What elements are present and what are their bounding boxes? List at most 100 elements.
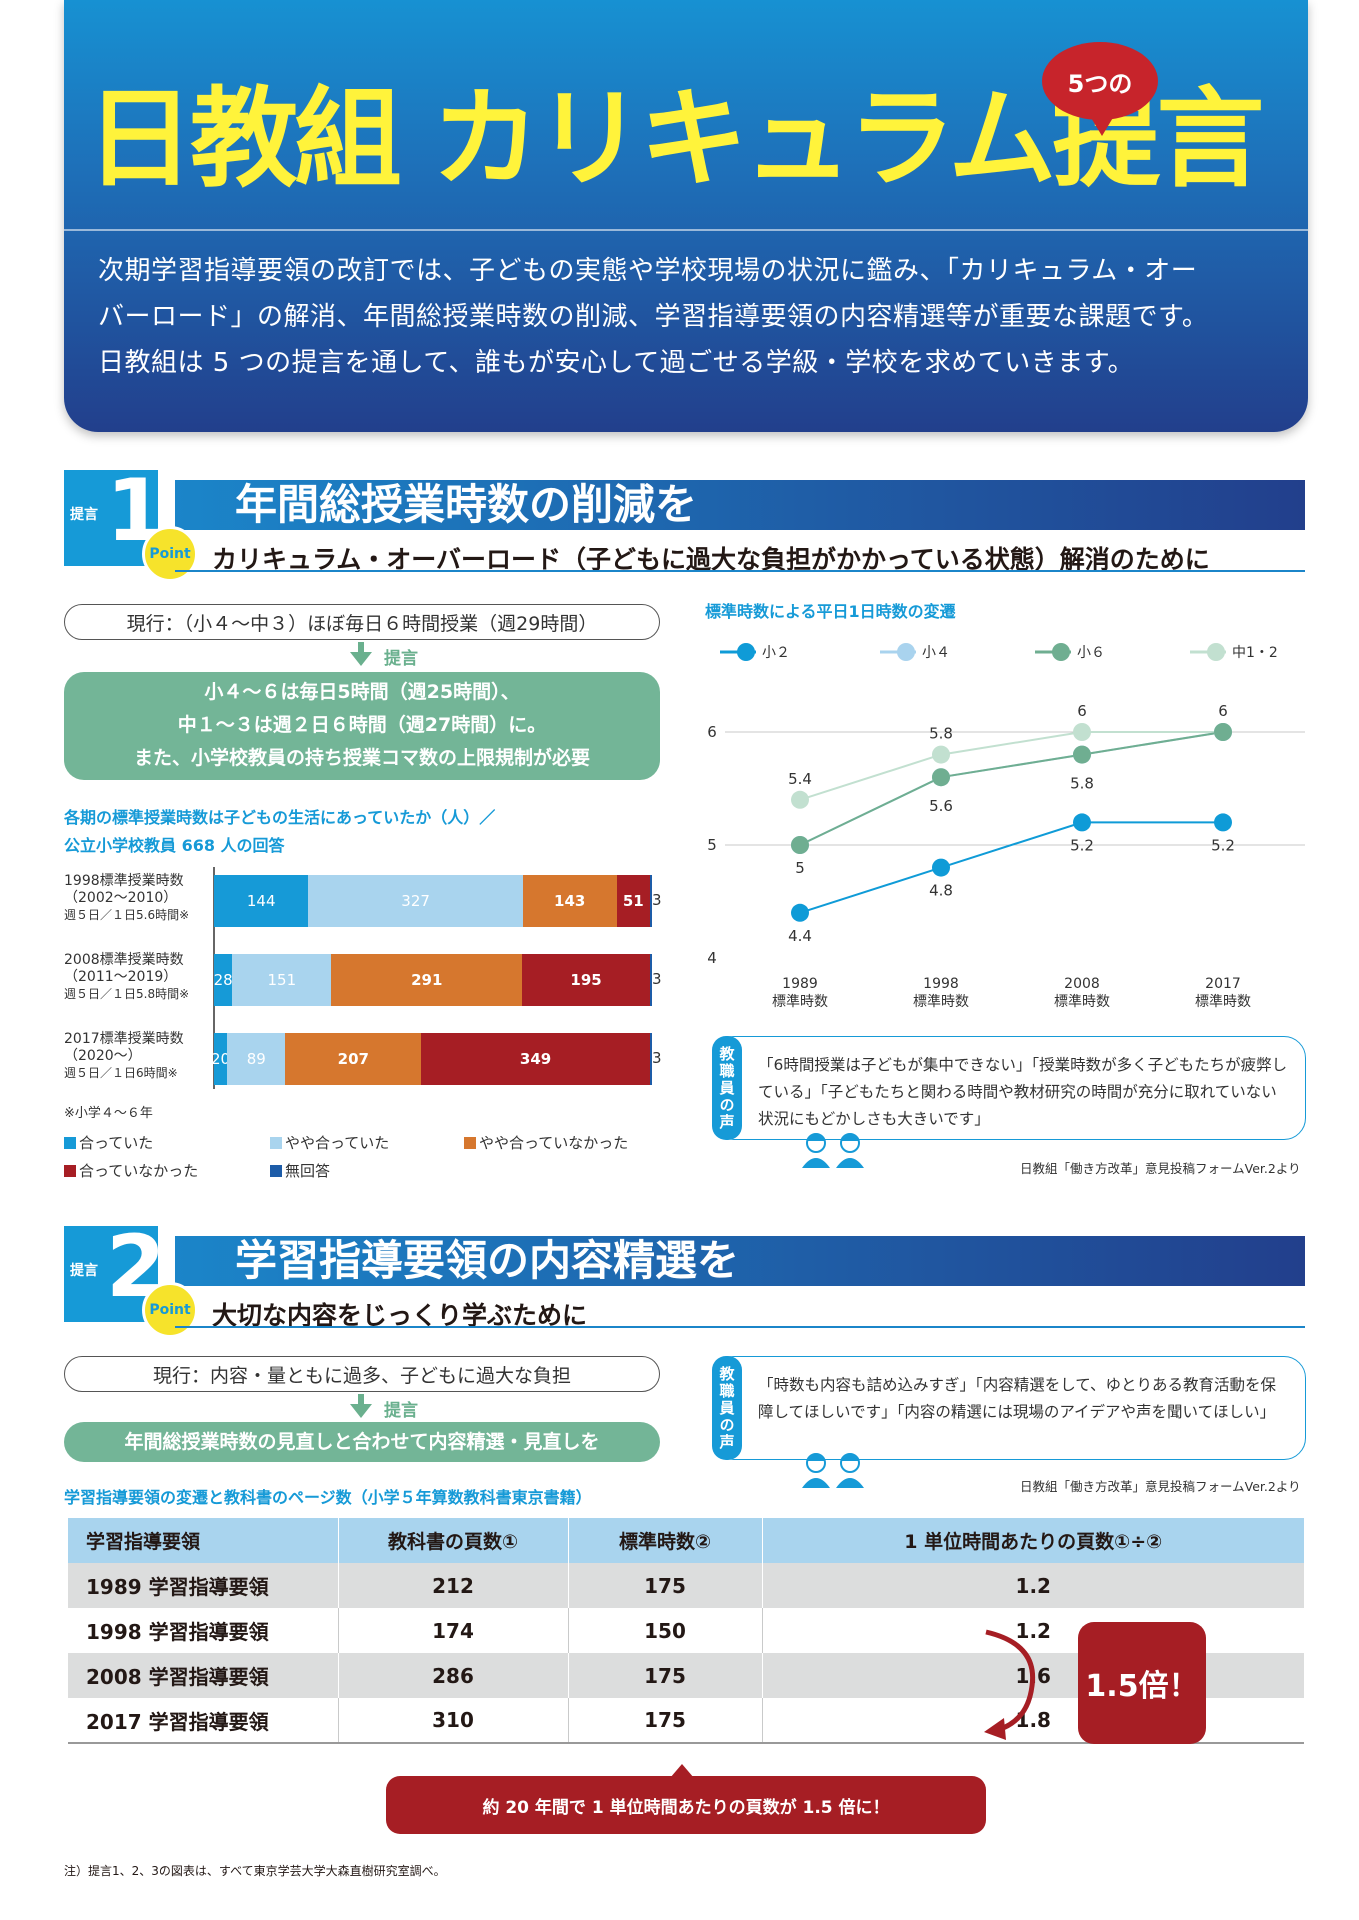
row-label-hours: 週５日／１日5.6時間※: [64, 908, 190, 922]
bar-segment: 143: [522, 875, 617, 927]
data-label: 5.4: [788, 770, 812, 788]
section1-badge: 提言 1: [64, 468, 166, 566]
people-icon: [802, 1453, 864, 1488]
section-underline: [175, 570, 1305, 572]
curved-arrow-icon: [984, 1629, 1036, 1740]
bar-row-label: 1998標準授業時数 （2002～2010） 週５日／１日5.6時間※: [64, 873, 189, 924]
bar-segment: 195: [522, 954, 650, 1006]
row-label-title: 2017標準授業時数: [64, 1031, 184, 1047]
header-banner: 日教組 カリキュラム提言 5つの 次期学習指導要領の改訂では、子どもの実態や学校…: [64, 0, 1308, 432]
bar-segment: 207: [285, 1033, 422, 1085]
row-label-title: 1998標準授業時数: [64, 873, 184, 889]
voice-source: 日教組「働き方改革」意見投稿フォームVer.2より: [1020, 1161, 1301, 1176]
series-line: [799, 821, 1223, 914]
legend-label: 中1・2: [1232, 645, 1278, 661]
header-divider: [64, 229, 1308, 231]
x-tick-label: 1998: [923, 976, 959, 992]
bottom-banner: 約 20 年間で 1 単位時間あたりの頁数が 1.5 倍に！: [386, 1776, 986, 1834]
series-line: [799, 731, 1224, 846]
table-cell: 2008 学習指導要領: [68, 1653, 338, 1698]
point-badge: Point: [142, 526, 198, 582]
people-icon: [802, 1133, 864, 1168]
legend-item: 無回答: [270, 1160, 330, 1181]
y-tick-label: 5: [707, 836, 717, 854]
y-tick-label: 4: [707, 949, 717, 967]
section-underline: [175, 1326, 1305, 1328]
bar-row-label: 2017標準授業時数 （2020～） 週５日／１日6時間※: [64, 1031, 184, 1082]
bar-segment: 89: [227, 1033, 286, 1085]
bar-axis-line: [213, 867, 215, 1089]
table-cell: 2017 学習指導要領: [68, 1698, 338, 1744]
bar-segment: 51: [616, 875, 650, 927]
legend-swatch: [64, 1164, 76, 1177]
section2-title: 学習指導要領の内容精選を: [175, 1236, 1305, 1286]
current-status-box: 現行：（小４～中３）ほぼ毎日６時間授業（週29時間）: [64, 604, 660, 640]
data-label: 6: [1077, 702, 1087, 720]
legend-label: 合っていた: [79, 1134, 154, 1152]
intro-line: 次期学習指導要領の改訂では、子どもの実態や学校現場の状況に鑑み、「カリキュラム・…: [98, 256, 1198, 286]
series-line: [799, 731, 1223, 801]
table-cell: 212: [337, 1563, 568, 1608]
data-label: 4.4: [788, 927, 812, 945]
x-tick-sublabel: 標準時数: [1195, 994, 1251, 1010]
section2-subtitle: 大切な内容をじっくり学ぶために: [212, 1301, 588, 1330]
bar-segment: [649, 954, 652, 1006]
section1-subtitle: カリキュラム・オーバーロード（子どもに過大な負担がかかっている状態）解消のために: [212, 545, 1210, 574]
bar-segment: [650, 875, 652, 927]
x-tick-sublabel: 標準時数: [772, 994, 828, 1010]
table-header-cell: 教科書の頁数①: [337, 1518, 568, 1563]
table-cell: 1.2: [761, 1563, 1304, 1608]
data-label: 5.6: [929, 797, 953, 815]
table-header-cell: 学習指導要領: [68, 1518, 338, 1563]
proposal-box: 小４～６は毎日5時間（週25時間）、 中１～３は週２日６時間（週27時間）に。 …: [64, 672, 660, 780]
arrow-down-icon: [350, 652, 372, 666]
legend-label: 小２: [762, 645, 790, 661]
voice-tab: 教職員の声: [712, 1356, 742, 1460]
voice-quote: 「6時間授業は子どもが集中できない」「授業時数が多く子どもたちが疲弊している」「…: [758, 1056, 1288, 1128]
series-point: [791, 790, 809, 809]
bar-segment: 20: [211, 1033, 230, 1085]
proposal-line: また、小学校教員の持ち授業コマ数の上限規制が必要: [133, 747, 590, 769]
bar-segment: 151: [232, 954, 332, 1006]
table-row: 1998 学習指導要領 174 150 1.2: [68, 1608, 1304, 1653]
table-cell: 175: [567, 1698, 762, 1744]
series-point: [932, 858, 950, 877]
section1-title: 年間総授業時数の削減を: [175, 480, 1305, 530]
no-answer-value: 3: [652, 891, 662, 909]
table-row: 2017 学習指導要領 310 175 1.8: [68, 1698, 1304, 1744]
table-cell: 286: [337, 1653, 568, 1698]
bar-segment: 349: [421, 1033, 650, 1085]
bar-note: ※小学４～６年: [64, 1106, 153, 1121]
table-cell: 1989 学習指導要領: [68, 1563, 338, 1608]
series-point: [791, 836, 809, 854]
table-cell: 310: [337, 1698, 568, 1744]
legend-marker: [737, 643, 755, 661]
legend-item: 合っていなかった: [64, 1160, 198, 1181]
legend-label: 無回答: [285, 1162, 331, 1180]
legend-item: やや合っていなかった: [464, 1132, 628, 1153]
legend-label: 合っていなかった: [79, 1162, 199, 1180]
legend-swatch: [464, 1136, 476, 1149]
legend-swatch: [270, 1164, 282, 1177]
data-label: 4.8: [929, 882, 953, 900]
heading-line: 公立小学校教員 668 人の回答: [64, 836, 285, 855]
row-label-period: （2011～2019）: [64, 969, 178, 985]
row-label-hours: 週５日／１日5.8時間※: [64, 987, 190, 1001]
table-cell: 150: [567, 1608, 762, 1653]
legend-marker: [897, 643, 915, 661]
footnote: 注）提言1、2、3の図表は、すべて東京学芸大学大森直樹研究室調べ。: [64, 1864, 446, 1878]
data-label: 5: [795, 859, 805, 877]
legend-item: 合っていた: [64, 1132, 153, 1153]
intro-line: バーロード」の解消、年間総授業時数の削減、学習指導要領の内容精選等が重要な課題で…: [98, 302, 1209, 332]
line-chart: 4 5 6 1989 標準時数 1998 標準時数 2008 標準時数 2017 標準時数 4.4 4.…: [707, 643, 1305, 1010]
voice-box: [712, 1036, 1306, 1140]
bar-row-label: 2008標準授業時数 （2011～2019） 週５日／１日5.8時間※: [64, 952, 189, 1003]
stacked-bar: 144 327 143 51: [214, 875, 652, 927]
proposal-line: 中１～３は週２日６時間（週27時間）に。: [177, 714, 547, 736]
heading-line: 各期の標準授業時数は子どもの生活にあっていたか（人）／: [64, 808, 496, 827]
arrow-stem: [358, 1394, 364, 1406]
series-point: [1073, 723, 1091, 741]
series-point: [932, 768, 950, 787]
legend-label: やや合っていなかった: [479, 1134, 629, 1152]
legend-label: 小６: [1077, 645, 1105, 661]
